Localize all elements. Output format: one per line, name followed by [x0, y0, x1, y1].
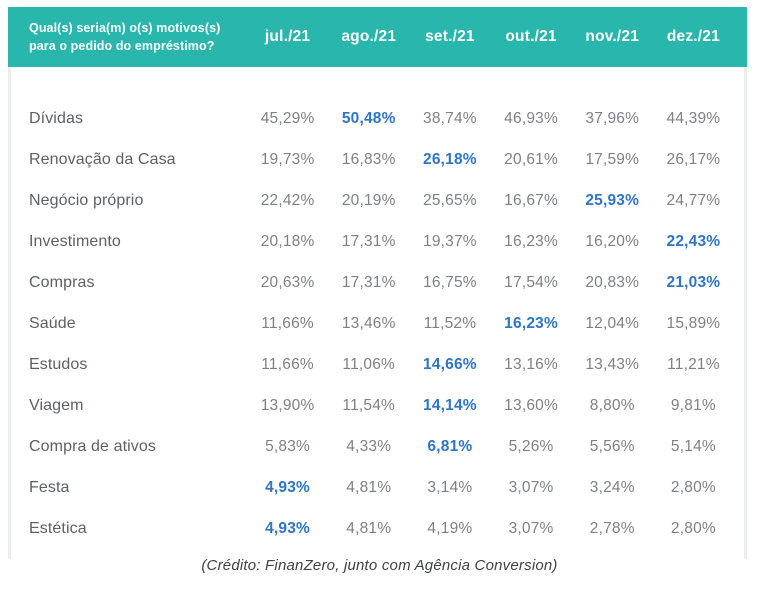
value-cell: 16,23% — [504, 314, 558, 332]
table-row: Investimento 20,18% 17,31% 19,37% 16,23%… — [11, 221, 744, 262]
table-header-row: Qual(s) seria(m) o(s) motivos(s) para o … — [8, 7, 747, 67]
value-cell: 14,14% — [423, 396, 477, 414]
value-cell: 4,81% — [346, 519, 392, 537]
column-header-nov21: nov./21 — [585, 28, 640, 45]
value-cell: 4,93% — [265, 519, 311, 537]
row-label: Estética — [29, 519, 87, 537]
value-cell: 6,81% — [427, 437, 473, 455]
value-cell: 20,18% — [260, 232, 315, 250]
value-cell: 50,48% — [341, 109, 396, 127]
value-cell: 21,03% — [666, 273, 721, 291]
column-header-dez21: dez./21 — [666, 28, 720, 45]
table-row: Estética 4,93% 4,81% 4,19% 3,07% 2,78% 2… — [11, 508, 744, 549]
column-header-ago21: ago./21 — [341, 28, 397, 45]
table-row: Saúde 11,66% 13,46% 11,52% 16,23% 12,04%… — [11, 303, 744, 344]
value-cell: 3,14% — [427, 478, 473, 496]
value-cell: 2,80% — [670, 478, 716, 496]
value-cell: 8,80% — [589, 396, 635, 414]
value-cell: 4,93% — [265, 478, 311, 496]
value-cell: 20,19% — [341, 191, 396, 209]
table-row: Estudos 11,66% 11,06% 14,66% 13,16% 13,4… — [11, 344, 744, 385]
value-cell: 13,43% — [585, 355, 640, 373]
value-cell: 11,06% — [342, 355, 396, 373]
value-cell: 44,39% — [666, 109, 721, 127]
value-cell: 11,21% — [667, 355, 720, 373]
value-cell: 45,29% — [260, 109, 315, 127]
value-cell: 4,19% — [427, 519, 473, 537]
value-cell: 5,56% — [589, 437, 635, 455]
value-cell: 4,33% — [346, 437, 392, 455]
value-cell: 22,43% — [666, 232, 721, 250]
row-label: Compras — [29, 273, 95, 291]
value-cell: 19,73% — [260, 150, 315, 168]
table-row: Compras 20,63% 17,31% 16,75% 17,54% 20,8… — [11, 262, 744, 303]
value-cell: 3,07% — [508, 519, 554, 537]
value-cell: 13,16% — [504, 355, 558, 373]
value-cell: 16,83% — [341, 150, 396, 168]
value-cell: 16,20% — [585, 232, 640, 250]
value-cell: 15,89% — [666, 314, 721, 332]
row-label: Negócio próprio — [29, 191, 144, 209]
value-cell: 25,93% — [585, 191, 640, 209]
row-label: Estudos — [29, 355, 88, 373]
value-cell: 12,04% — [585, 314, 640, 332]
column-header-jul21: jul./21 — [264, 28, 311, 45]
row-label: Dívidas — [29, 109, 84, 127]
value-cell: 4,81% — [346, 478, 392, 496]
table-row: Renovação da Casa 19,73% 16,83% 26,18% 2… — [11, 139, 744, 180]
value-cell: 46,93% — [504, 109, 558, 127]
value-cell: 9,81% — [670, 396, 716, 414]
value-cell: 37,96% — [585, 109, 640, 127]
value-cell: 11,54% — [342, 396, 396, 414]
value-cell: 3,24% — [589, 478, 635, 496]
value-cell: 16,75% — [423, 273, 477, 291]
loan-motives-table: Qual(s) seria(m) o(s) motivos(s) para o … — [8, 7, 747, 559]
value-cell: 26,17% — [666, 150, 721, 168]
row-label: Festa — [29, 478, 70, 496]
value-cell: 14,66% — [423, 355, 477, 373]
value-cell: 17,31% — [341, 232, 396, 250]
value-cell: 20,63% — [260, 273, 315, 291]
table-row: Viagem 13,90% 11,54% 14,14% 13,60% 8,80%… — [11, 385, 744, 426]
value-cell: 20,61% — [504, 150, 558, 168]
value-cell: 13,46% — [341, 314, 396, 332]
value-cell: 13,60% — [504, 396, 558, 414]
value-cell: 26,18% — [423, 150, 477, 168]
value-cell: 2,78% — [589, 519, 635, 537]
value-cell: 38,74% — [423, 109, 477, 127]
value-cell: 11,66% — [261, 314, 314, 332]
row-label: Renovação da Casa — [29, 150, 176, 168]
value-cell: 25,65% — [423, 191, 477, 209]
value-cell: 5,26% — [508, 437, 554, 455]
value-cell: 5,14% — [670, 437, 716, 455]
value-cell: 2,80% — [670, 519, 716, 537]
value-cell: 13,90% — [260, 396, 315, 414]
value-cell: 17,54% — [504, 273, 558, 291]
table-row: Negócio próprio 22,42% 20,19% 25,65% 16,… — [11, 180, 744, 221]
column-header-out21: out./21 — [505, 28, 557, 45]
table-question: Qual(s) seria(m) o(s) motivos(s) para o … — [29, 20, 221, 53]
value-cell: 3,07% — [508, 478, 554, 496]
table-row: Compra de ativos 5,83% 4,33% 6,81% 5,26%… — [11, 426, 744, 467]
value-cell: 5,83% — [265, 437, 311, 455]
value-cell: 19,37% — [423, 232, 477, 250]
value-cell: 17,59% — [585, 150, 640, 168]
value-cell: 24,77% — [666, 191, 721, 209]
column-header-set21: set./21 — [425, 28, 475, 45]
value-cell: 11,66% — [261, 355, 314, 373]
row-label: Investimento — [29, 232, 121, 250]
table-row: Dívidas 45,29% 50,48% 38,74% 46,93% 37,9… — [11, 98, 744, 139]
value-cell: 11,52% — [423, 314, 477, 332]
value-cell: 20,83% — [585, 273, 640, 291]
table-row: Festa 4,93% 4,81% 3,14% 3,07% 3,24% 2,80… — [11, 467, 744, 508]
table-body: Dívidas 45,29% 50,48% 38,74% 46,93% 37,9… — [11, 67, 744, 559]
value-cell: 22,42% — [260, 191, 315, 209]
row-label: Compra de ativos — [29, 437, 156, 455]
value-cell: 16,23% — [504, 232, 558, 250]
row-label: Viagem — [29, 396, 84, 414]
row-label: Saúde — [29, 314, 76, 332]
value-cell: 16,67% — [504, 191, 558, 209]
credit-caption: (Crédito: FinanZero, junto com Agência C… — [201, 557, 558, 574]
value-cell: 17,31% — [341, 273, 396, 291]
